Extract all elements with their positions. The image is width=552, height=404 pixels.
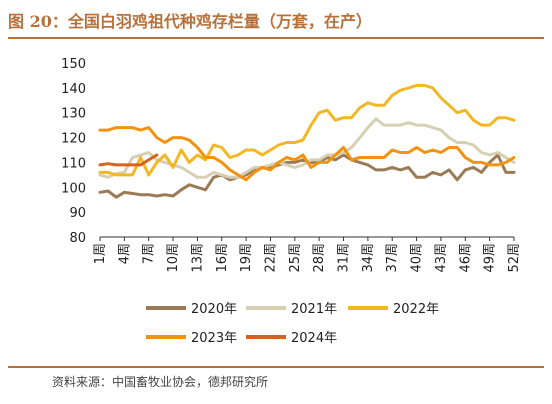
x-tick-label: 37周 (385, 243, 400, 273)
x-tick-label: 25周 (288, 243, 303, 273)
legend: 2020年 2021年 2022年 2023年 2024年 (146, 302, 439, 346)
series-line-2024 (98, 153, 159, 167)
source-divider (8, 366, 544, 368)
legend-label: 2020年 (191, 302, 237, 317)
y-tick-label: 150 (61, 57, 86, 72)
y-tick-label: 120 (61, 132, 86, 147)
line-chart: 80 90 100 110 120 130 140 150 1周 4周 7周 10周 13周 16周 19… (61, 57, 522, 346)
series-layer (98, 83, 516, 199)
x-tick-label: 49周 (483, 243, 498, 273)
x-tick-label: 22周 (263, 243, 278, 273)
y-axis: 80 90 100 110 120 130 140 150 (61, 57, 86, 246)
series-line-2022 (98, 83, 516, 177)
legend-label: 2022年 (393, 302, 439, 317)
legend-label: 2023年 (191, 331, 237, 346)
x-tick-label: 7周 (142, 243, 157, 264)
x-tick-label: 40周 (410, 243, 425, 273)
x-tick-label: 28周 (312, 243, 327, 273)
figure-title: 图 20：全国白羽鸡祖代种鸡存栏量（万套，在产） (8, 12, 372, 31)
y-tick-label: 100 (61, 181, 86, 196)
x-tick-label: 43周 (434, 243, 449, 273)
x-tick-label: 34周 (361, 243, 376, 273)
x-tick-label: 46周 (458, 243, 473, 273)
x-tick-label: 52周 (507, 243, 522, 273)
y-tick-label: 80 (69, 231, 86, 246)
source-note: 资料来源：中国畜牧业协会，德邦研究所 (52, 375, 269, 389)
y-tick-label: 90 (69, 206, 86, 221)
y-tick-label: 110 (61, 156, 86, 171)
y-tick-label: 140 (61, 82, 86, 97)
series-line-2023 (98, 126, 516, 182)
x-tick-label: 19周 (239, 243, 254, 273)
legend-label: 2024年 (291, 331, 337, 346)
title-divider (8, 37, 544, 39)
x-tick-label: 10周 (166, 243, 181, 273)
x-tick-label: 1周 (93, 243, 108, 264)
x-tick-label: 31周 (337, 243, 352, 273)
x-axis: 1周 4周 7周 10周 13周 16周 19周 22周 25周 28周 31周 34周 37周 40周 4… (93, 236, 522, 273)
x-tick-label: 4周 (117, 243, 132, 264)
y-tick-label: 130 (61, 107, 86, 122)
x-tick-label: 16周 (215, 243, 230, 273)
legend-label: 2021年 (291, 302, 337, 317)
x-tick-label: 13周 (190, 243, 205, 273)
